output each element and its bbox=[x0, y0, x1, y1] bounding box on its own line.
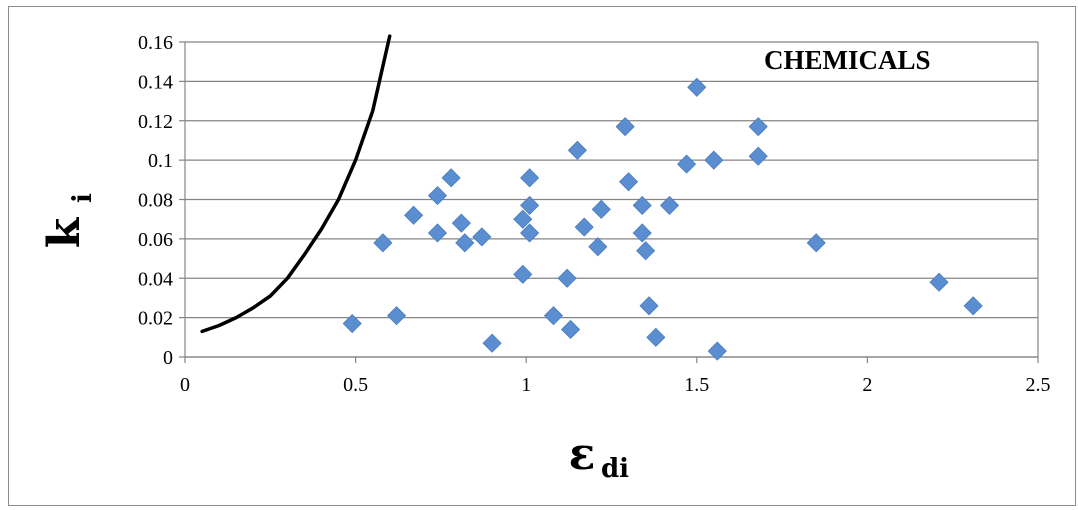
data-point bbox=[632, 195, 652, 215]
y-axis-label-subscript: i bbox=[68, 193, 98, 203]
y-axis-label: k bbox=[39, 216, 90, 248]
data-point bbox=[615, 117, 635, 137]
data-point bbox=[676, 154, 697, 174]
data-point bbox=[451, 213, 471, 233]
data-point bbox=[560, 319, 581, 340]
y-tick-label: 0.06 bbox=[138, 229, 173, 251]
y-tick-labels: 0 0.02 0.04 0.06 0.08 0.1 0.12 0.14 0.16 bbox=[138, 32, 173, 369]
data-point bbox=[748, 146, 768, 166]
axes bbox=[179, 41, 1039, 363]
data-point bbox=[806, 233, 826, 253]
scatter-chart: 0 0.02 0.04 0.06 0.08 0.1 0.12 0.14 0.16 0 0.5 1 1.… bbox=[39, 32, 1051, 484]
data-point bbox=[632, 223, 652, 243]
data-point bbox=[441, 168, 461, 188]
y-tick-label: 0.1 bbox=[148, 150, 173, 172]
data-point bbox=[557, 268, 577, 288]
data-point bbox=[646, 327, 666, 347]
x-tick-label: 1 bbox=[521, 374, 531, 396]
x-tick-label: 1.5 bbox=[684, 374, 709, 396]
data-point bbox=[591, 199, 611, 219]
data-point bbox=[427, 223, 448, 243]
chemicals-annotation: CHEMICALS bbox=[764, 45, 931, 75]
data-point bbox=[520, 168, 540, 188]
reference-curve bbox=[200, 34, 392, 334]
data-point bbox=[513, 209, 533, 229]
data-point bbox=[513, 264, 533, 284]
data-point bbox=[618, 172, 639, 192]
data-point bbox=[748, 117, 768, 137]
data-point bbox=[567, 140, 587, 160]
data-point bbox=[929, 272, 949, 292]
y-tick-label: 0.02 bbox=[138, 308, 173, 330]
data-point bbox=[639, 296, 659, 316]
y-tick-label: 0.14 bbox=[138, 71, 173, 93]
data-points bbox=[342, 77, 983, 361]
y-tick-label: 0.16 bbox=[138, 32, 173, 54]
x-axis-label-group: ε di bbox=[569, 429, 630, 484]
data-point bbox=[543, 306, 564, 326]
data-point bbox=[520, 195, 540, 215]
data-point bbox=[472, 227, 492, 247]
y-axis-label-group: k i bbox=[39, 193, 98, 248]
data-point bbox=[404, 205, 424, 225]
data-point bbox=[342, 313, 362, 334]
data-point bbox=[520, 223, 540, 243]
x-axis-label-subscript: di bbox=[601, 454, 629, 484]
data-point bbox=[427, 185, 448, 206]
data-point bbox=[386, 306, 407, 326]
x-axis-label: ε bbox=[569, 429, 596, 480]
data-point bbox=[482, 333, 502, 353]
data-point bbox=[455, 233, 475, 253]
data-point bbox=[659, 195, 680, 215]
y-tick-label: 0.04 bbox=[138, 268, 173, 290]
y-tick-label: 0.12 bbox=[138, 111, 173, 133]
data-point bbox=[574, 217, 594, 237]
data-point bbox=[963, 296, 983, 316]
data-point bbox=[704, 150, 724, 170]
y-tick-label: 0.08 bbox=[138, 190, 173, 212]
data-point bbox=[687, 77, 707, 97]
data-point bbox=[373, 233, 393, 253]
data-point bbox=[707, 341, 727, 361]
x-tick-label: 0 bbox=[180, 374, 190, 396]
y-tick-label: 0 bbox=[163, 347, 173, 369]
chart-frame: 0 0.02 0.04 0.06 0.08 0.1 0.12 0.14 0.16 0 0.5 1 1.… bbox=[8, 6, 1076, 506]
x-tick-label: 0.5 bbox=[343, 374, 368, 396]
x-tick-labels: 0 0.5 1 1.5 2 2.5 bbox=[180, 374, 1051, 396]
x-tick-label: 2 bbox=[862, 374, 872, 396]
gridlines bbox=[185, 41, 1038, 358]
data-point bbox=[636, 241, 656, 261]
curve-layer bbox=[200, 34, 392, 334]
x-tick-label: 2.5 bbox=[1026, 374, 1051, 396]
data-point bbox=[588, 237, 608, 257]
